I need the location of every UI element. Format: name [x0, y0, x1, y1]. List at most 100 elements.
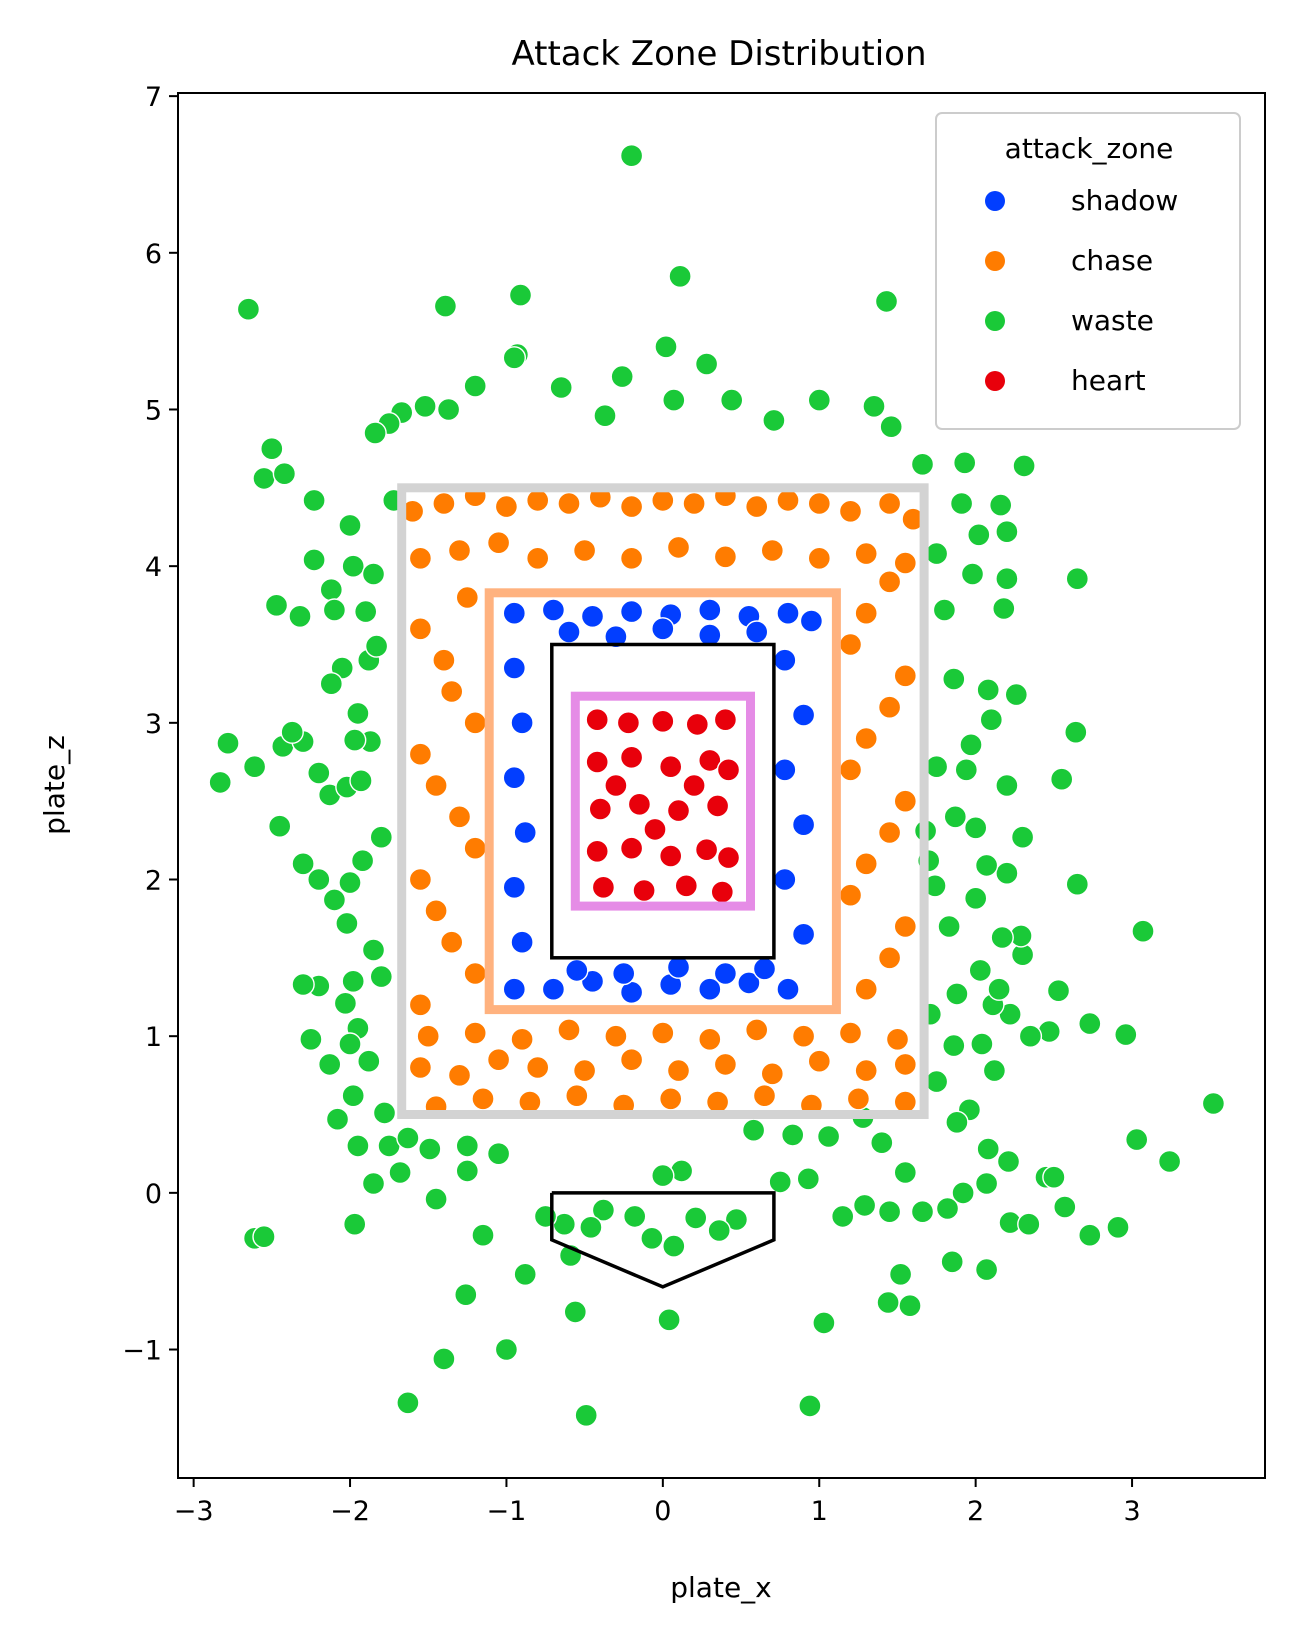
heart-point [643, 817, 667, 842]
chase-point [854, 852, 878, 876]
waste-point [623, 1204, 647, 1229]
waste-point [967, 523, 991, 547]
heart-point [632, 878, 656, 903]
waste-point [640, 1226, 664, 1251]
shadow-point [791, 922, 816, 946]
shadow-point [752, 957, 777, 981]
waste-point [942, 1033, 966, 1058]
waste-point [974, 1257, 999, 1282]
chase-point [666, 1058, 691, 1083]
chase-legend-label: chase [1071, 244, 1153, 277]
waste-point [1064, 720, 1088, 744]
shadow-point [502, 977, 526, 1001]
waste-point [1131, 919, 1155, 943]
waste-point [1114, 1022, 1138, 1047]
waste-point [935, 1196, 960, 1221]
shadow-point [713, 961, 738, 986]
chase-point [698, 1027, 722, 1052]
chase-point [877, 570, 902, 594]
zone-boundaries [397, 483, 929, 1289]
chase-point [854, 977, 878, 1001]
waste-point [335, 911, 359, 936]
chase-point [518, 1090, 542, 1114]
waste-point [862, 394, 886, 418]
waste-point [1157, 1149, 1182, 1174]
chase-point [713, 1052, 738, 1077]
waste-point [264, 593, 289, 617]
chase-point [893, 789, 917, 813]
y-tick-label: 7 [145, 82, 162, 113]
waste-point [684, 1206, 708, 1230]
waste-point [357, 1049, 381, 1073]
waste-point [513, 1262, 537, 1287]
chase-point [682, 491, 706, 516]
waste-point [436, 397, 461, 422]
waste-point [874, 289, 899, 314]
waste-point [349, 769, 373, 793]
y-axis-label: plate_z [38, 735, 71, 835]
chase-point [752, 1083, 777, 1108]
heart-point [651, 709, 675, 733]
heart-point [705, 794, 730, 818]
waste-point [364, 634, 389, 658]
waste-point [574, 1403, 598, 1428]
waste-point [654, 335, 678, 359]
waste-point [992, 596, 1016, 621]
chase-legend-marker [985, 251, 1005, 271]
chase-point [854, 541, 878, 566]
heart-point [682, 773, 706, 798]
chase-point [510, 1027, 534, 1052]
chase-point [893, 551, 917, 575]
waste-point [363, 421, 387, 445]
waste-point [910, 452, 935, 476]
waste-point [1078, 1011, 1102, 1036]
waste-point [350, 849, 375, 873]
waste-point [302, 548, 326, 572]
waste-point [707, 1218, 731, 1243]
waste-point [940, 1250, 964, 1274]
waste-point [502, 346, 526, 370]
heart-legend-marker [985, 371, 1005, 391]
waste-point [341, 1083, 365, 1108]
waste-point [508, 283, 533, 307]
y-tick-label: 3 [145, 709, 162, 740]
chase-point [666, 535, 691, 560]
chase-point [619, 1047, 644, 1072]
waste-point [1053, 1195, 1077, 1219]
waste-point [976, 678, 1000, 702]
chase-point [893, 1052, 917, 1077]
x-tick-label: 0 [654, 1496, 671, 1527]
shadow-point [565, 958, 589, 983]
y-tick-label: 6 [145, 239, 162, 270]
chase-point [877, 695, 902, 719]
chase-point [838, 632, 863, 657]
waste-point [242, 755, 267, 779]
waste-point [812, 1311, 836, 1335]
waste-point [471, 1223, 495, 1247]
waste-point [354, 599, 378, 624]
waste-point [816, 1124, 841, 1149]
waste-point [953, 451, 977, 475]
waste-point [338, 1032, 362, 1056]
waste-point [870, 1130, 894, 1155]
chase-point [893, 1090, 917, 1114]
chase-point [486, 1047, 511, 1072]
waste-point [651, 1163, 675, 1188]
chase-point [440, 679, 464, 704]
waste-point [876, 1290, 900, 1315]
waste-point [942, 667, 966, 691]
chase-point [893, 664, 917, 688]
shadow-legend-marker [985, 191, 1005, 211]
chase-point [838, 1021, 863, 1045]
heart-point [585, 708, 609, 732]
waste-point [486, 1141, 511, 1166]
chase-point [877, 491, 902, 516]
waste-point [413, 394, 437, 418]
waste-point [1106, 1215, 1130, 1240]
chase-point [463, 836, 487, 860]
chase-point [494, 494, 519, 519]
waste-point [396, 1391, 420, 1415]
waste-point [893, 1160, 917, 1185]
waste-point [970, 1032, 994, 1056]
waste-point [798, 1394, 822, 1418]
